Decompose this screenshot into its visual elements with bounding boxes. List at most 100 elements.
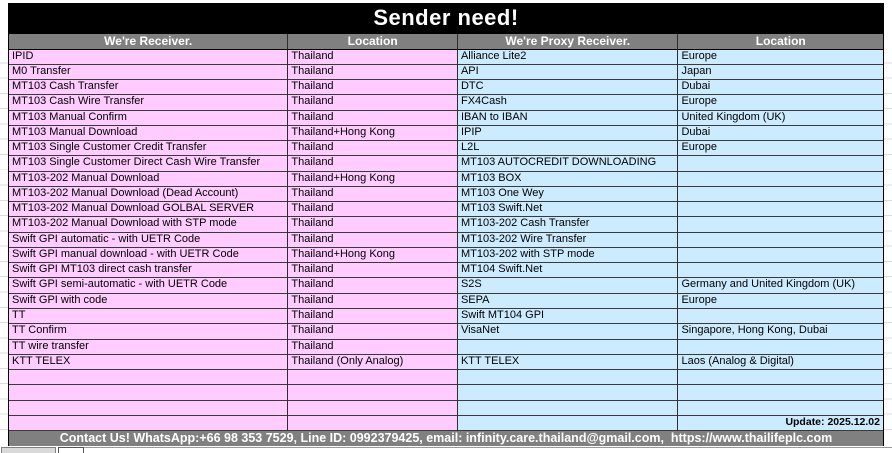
receiver-cell[interactable]: Swift GPI MT103 direct cash transfer — [9, 263, 289, 279]
proxy-receiver-cell[interactable]: MT103 One Wey — [457, 186, 679, 203]
proxy-location-cell[interactable]: Japan — [678, 64, 883, 81]
proxy-receiver-cell[interactable]: API — [457, 64, 679, 81]
proxy-location-cell[interactable]: Europe — [678, 141, 883, 157]
header-location-right[interactable]: Location — [678, 34, 883, 50]
proxy-location-cell[interactable] — [678, 309, 883, 325]
receiver-location-cell[interactable]: Thailand+Hong Kong — [288, 247, 458, 264]
receiver-location-cell[interactable]: Thailand — [288, 49, 458, 65]
receiver-location-cell[interactable]: Thailand — [288, 263, 458, 279]
receiver-location-cell[interactable]: Thailand — [288, 64, 458, 81]
receiver-cell[interactable]: MT103 Single Customer Credit Transfer — [9, 141, 289, 157]
receiver-cell[interactable]: Swift GPI manual download - with UETR Co… — [9, 247, 289, 264]
proxy-receiver-cell[interactable]: MT104 Swift.Net — [457, 263, 679, 279]
receiver-location-cell[interactable]: Thailand — [288, 324, 458, 340]
receiver-location-cell[interactable]: Thailand — [288, 217, 458, 233]
sheet-tab[interactable] — [1, 447, 56, 453]
proxy-receiver-cell[interactable]: MT103 Swift.Net — [457, 202, 679, 218]
proxy-receiver-cell[interactable]: MT103-202 Cash Transfer — [457, 217, 679, 233]
receiver-cell[interactable]: TT wire transfer — [9, 339, 289, 355]
proxy-receiver-cell[interactable]: MT103-202 with STP mode — [457, 247, 679, 264]
proxy-receiver-cell[interactable] — [457, 370, 679, 386]
proxy-receiver-cell[interactable]: IPIP — [457, 125, 679, 142]
receiver-cell[interactable] — [9, 385, 289, 401]
receiver-location-cell[interactable] — [288, 400, 458, 416]
proxy-receiver-cell[interactable]: MT103 AUTOCREDIT DOWNLOADING — [457, 156, 679, 172]
proxy-location-cell[interactable] — [678, 370, 883, 386]
proxy-receiver-cell[interactable]: DTC — [457, 80, 679, 96]
proxy-location-cell[interactable] — [678, 247, 883, 264]
receiver-cell[interactable]: Swift GPI automatic - with UETR Code — [9, 232, 289, 248]
proxy-receiver-cell[interactable]: S2S — [457, 278, 679, 294]
receiver-location-cell[interactable]: Thailand — [288, 186, 458, 203]
receiver-cell[interactable] — [9, 400, 289, 416]
proxy-receiver-cell[interactable]: L2L — [457, 141, 679, 157]
header-were-receiver[interactable]: We're Receiver. — [9, 34, 289, 50]
receiver-cell[interactable]: MT103 Manual Confirm — [9, 110, 289, 126]
proxy-receiver-cell[interactable]: VisaNet — [457, 324, 679, 340]
header-were-proxy-receiver[interactable]: We're Proxy Receiver. — [457, 34, 679, 50]
receiver-location-cell[interactable] — [288, 415, 458, 432]
receiver-location-cell[interactable]: Thailand — [288, 339, 458, 355]
proxy-receiver-cell[interactable]: MT103 BOX — [457, 171, 679, 187]
receiver-location-cell[interactable]: Thailand — [288, 95, 458, 111]
proxy-receiver-cell[interactable] — [457, 385, 679, 401]
receiver-cell[interactable]: MT103-202 Manual Download (Dead Account) — [9, 186, 289, 203]
proxy-receiver-cell[interactable] — [457, 415, 679, 432]
sheet-tab-active[interactable] — [58, 447, 84, 453]
proxy-receiver-cell[interactable]: Alliance Lite2 — [457, 49, 679, 65]
proxy-location-cell[interactable]: Europe — [678, 95, 883, 111]
receiver-location-cell[interactable] — [288, 370, 458, 386]
proxy-receiver-cell[interactable]: FX4Cash — [457, 95, 679, 111]
proxy-receiver-cell[interactable] — [457, 339, 679, 355]
proxy-location-cell[interactable]: Europe — [678, 293, 883, 310]
receiver-location-cell[interactable]: Thailand — [288, 278, 458, 294]
receiver-cell[interactable] — [9, 415, 289, 432]
proxy-location-cell[interactable] — [678, 202, 883, 218]
receiver-location-cell[interactable]: Thailand — [288, 232, 458, 248]
proxy-receiver-cell[interactable]: MT103-202 Wire Transfer — [457, 232, 679, 248]
proxy-location-cell[interactable] — [678, 217, 883, 233]
receiver-location-cell[interactable]: Thailand (Only Analog) — [288, 354, 458, 371]
receiver-cell[interactable]: MT103-202 Manual Download with STP mode — [9, 217, 289, 233]
proxy-receiver-cell[interactable]: SEPA — [457, 293, 679, 310]
proxy-receiver-cell[interactable]: IBAN to IBAN — [457, 110, 679, 126]
receiver-location-cell[interactable]: Thailand — [288, 110, 458, 126]
proxy-location-cell[interactable]: Singapore, Hong Kong, Dubai — [678, 324, 883, 340]
receiver-cell[interactable]: MT103 Single Customer Direct Cash Wire T… — [9, 156, 289, 172]
receiver-cell[interactable]: TT Confirm — [9, 324, 289, 340]
receiver-cell[interactable]: Swift GPI with code — [9, 293, 289, 310]
proxy-location-cell[interactable]: Germany and United Kingdom (UK) — [678, 278, 883, 294]
proxy-location-cell[interactable] — [678, 263, 883, 279]
receiver-location-cell[interactable]: Thailand — [288, 293, 458, 310]
receiver-location-cell[interactable]: Thailand+Hong Kong — [288, 125, 458, 142]
receiver-cell[interactable]: MT103 Cash Transfer — [9, 80, 289, 96]
proxy-location-cell[interactable] — [678, 232, 883, 248]
receiver-cell[interactable]: MT103 Manual Download — [9, 125, 289, 142]
proxy-receiver-cell[interactable]: Swift MT104 GPI — [457, 309, 679, 325]
header-location-left[interactable]: Location — [288, 34, 458, 50]
receiver-cell[interactable]: MT103-202 Manual Download — [9, 171, 289, 187]
proxy-receiver-cell[interactable] — [457, 400, 679, 416]
contact-footer[interactable]: Contact Us! WhatsApp:+66 98 353 7529, Li… — [9, 431, 883, 448]
proxy-location-cell[interactable]: Laos (Analog & Digital) — [678, 354, 883, 371]
proxy-location-cell[interactable] — [678, 385, 883, 401]
table-title[interactable]: Sender need! — [9, 3, 883, 34]
receiver-cell[interactable]: MT103-202 Manual Download GOLBAL SERVER — [9, 202, 289, 218]
proxy-location-cell[interactable]: Europe — [678, 49, 883, 65]
receiver-location-cell[interactable]: Thailand+Hong Kong — [288, 171, 458, 187]
proxy-location-cell[interactable] — [678, 400, 883, 416]
receiver-cell[interactable] — [9, 370, 289, 386]
receiver-location-cell[interactable]: Thailand — [288, 80, 458, 96]
receiver-cell[interactable]: M0 Transfer — [9, 64, 289, 81]
proxy-receiver-cell[interactable]: KTT TELEX — [457, 354, 679, 371]
receiver-cell[interactable]: IPID — [9, 49, 289, 65]
proxy-location-cell[interactable] — [678, 171, 883, 187]
receiver-cell[interactable]: MT103 Cash Wire Transfer — [9, 95, 289, 111]
update-date-cell[interactable]: Update: 2025.12.02 — [678, 415, 883, 432]
receiver-cell[interactable]: TT — [9, 309, 289, 325]
proxy-location-cell[interactable] — [678, 156, 883, 172]
receiver-location-cell[interactable]: Thailand — [288, 202, 458, 218]
proxy-location-cell[interactable]: United Kingdom (UK) — [678, 110, 883, 126]
receiver-cell[interactable]: Swift GPI semi-automatic - with UETR Cod… — [9, 278, 289, 294]
receiver-location-cell[interactable]: Thailand — [288, 309, 458, 325]
